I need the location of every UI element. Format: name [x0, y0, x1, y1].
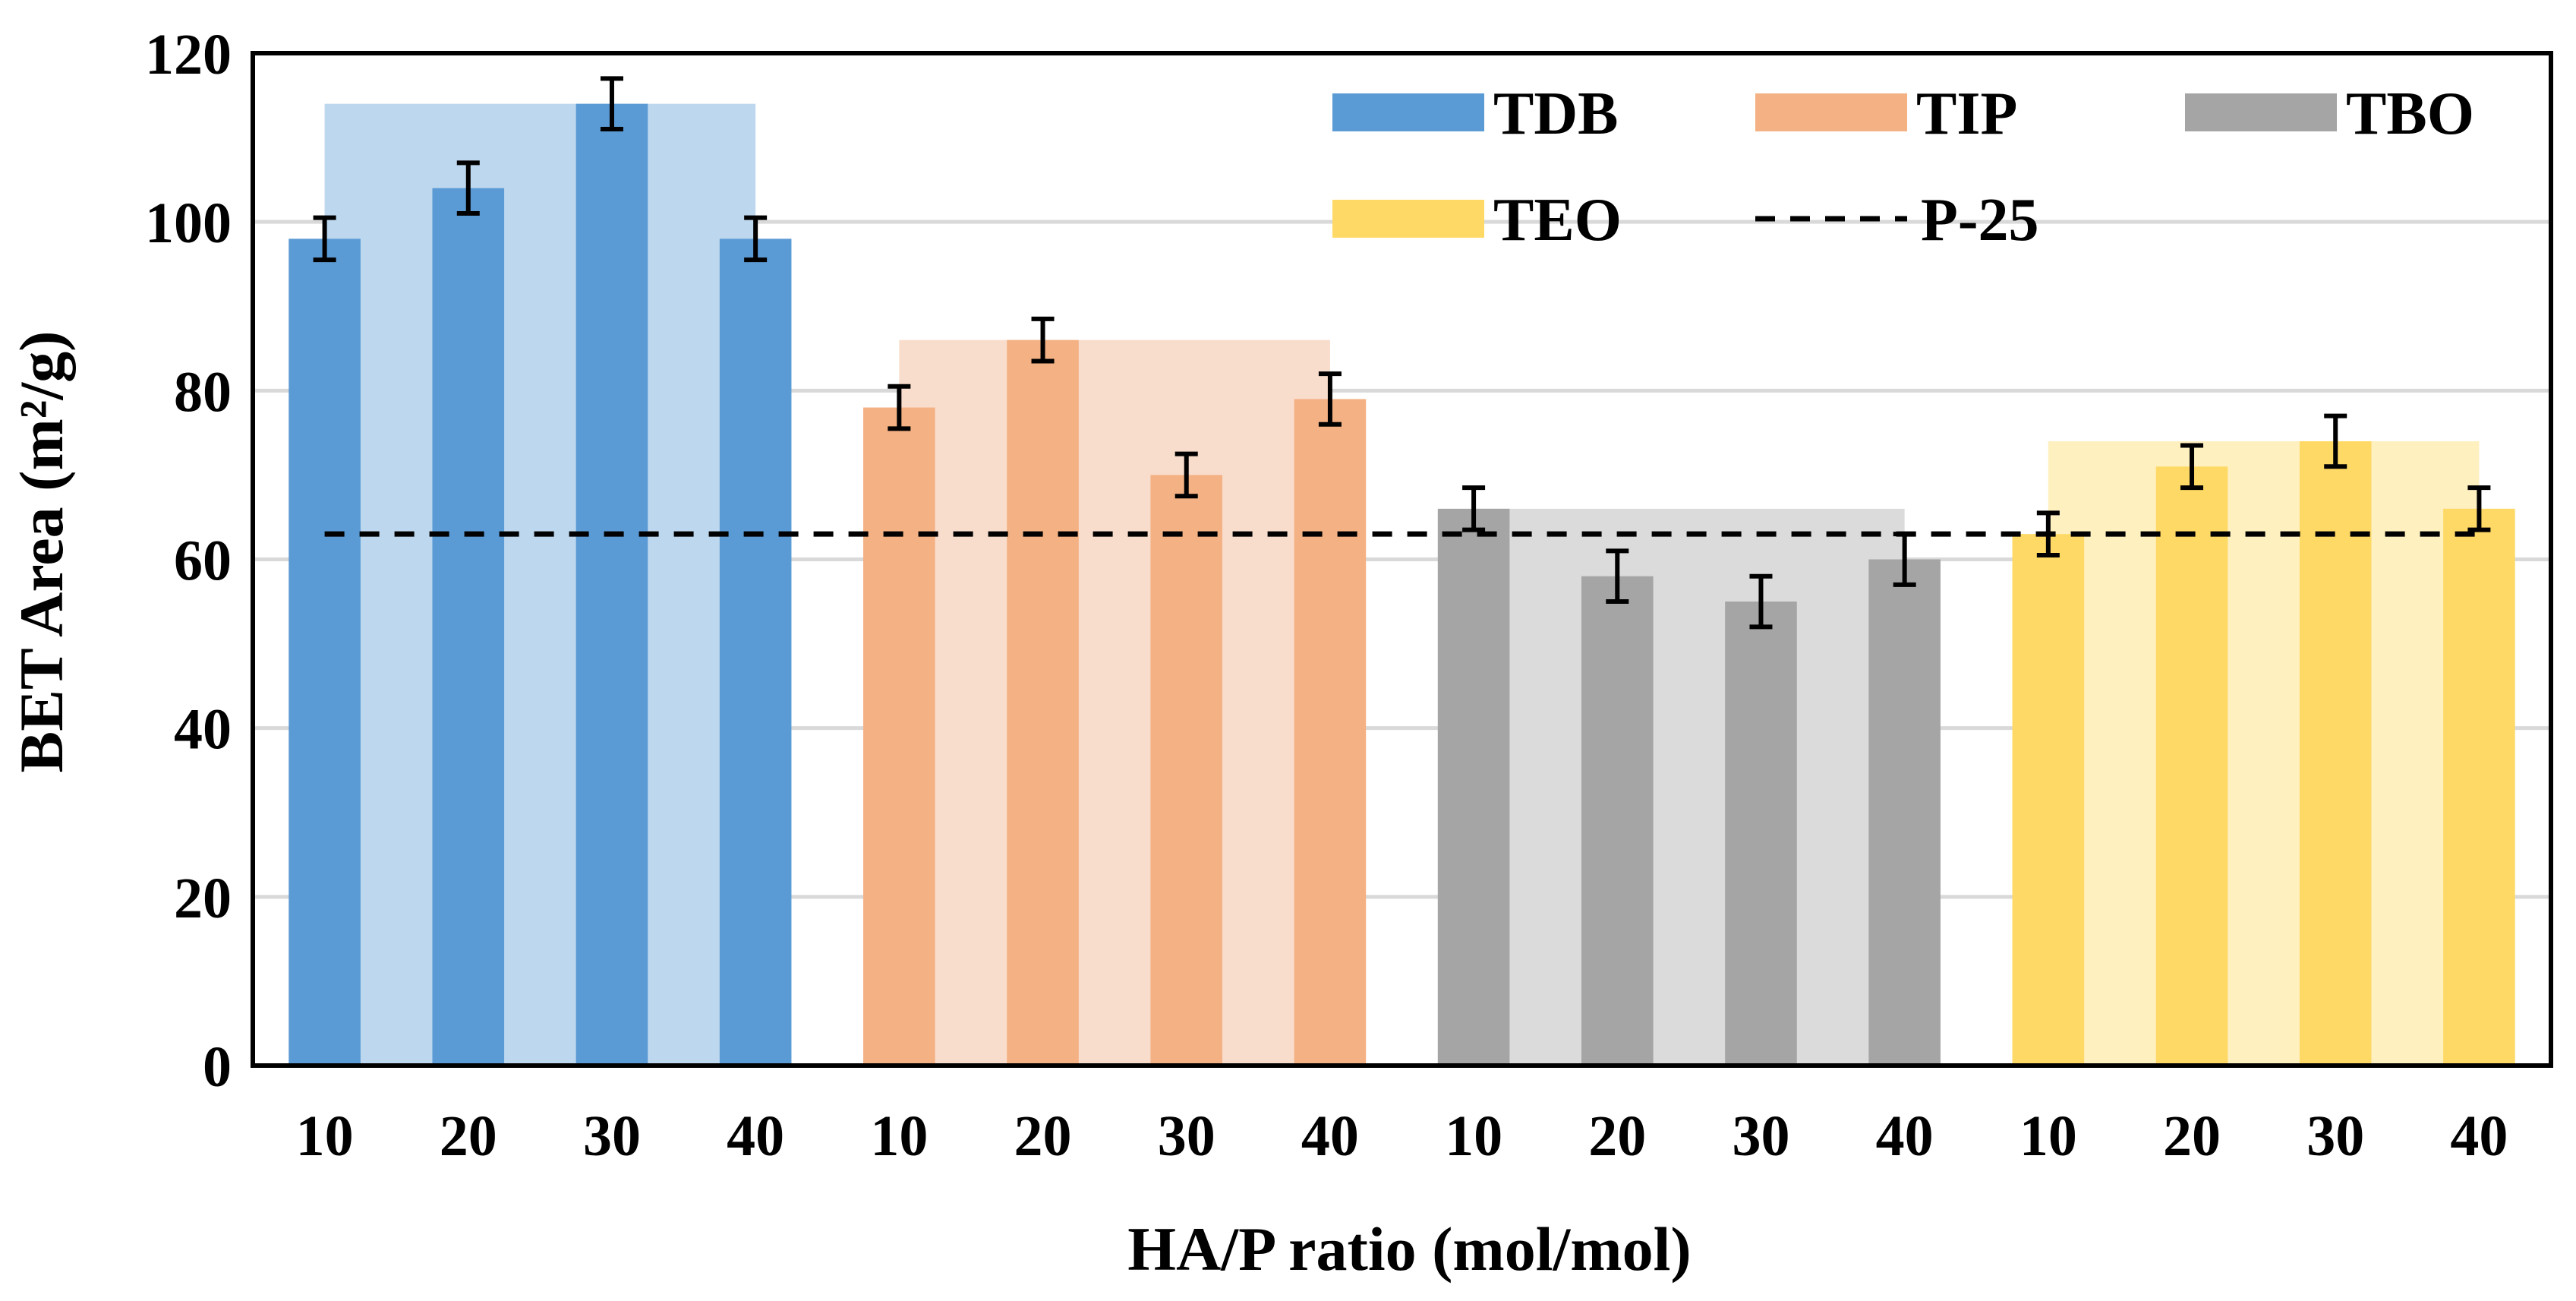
bar-tip-30	[1150, 475, 1223, 1066]
legend-label-p25: P-25	[1921, 187, 2039, 254]
legend-label-teo: TEO	[1493, 187, 1622, 254]
error-bar-tbo-20	[1606, 548, 1629, 605]
legend-swatch-tip	[1755, 93, 1907, 131]
bar-tdb-40	[719, 238, 792, 1066]
legend-label-tip: TIP	[1916, 81, 2017, 147]
legend-swatch-teo	[1332, 200, 1484, 238]
x-tick-label-tip-10: 10	[870, 1104, 928, 1168]
bar-tbo-40	[1868, 559, 1941, 1066]
y-tick-label-60: 60	[174, 529, 232, 593]
x-tick-label-tip-30: 30	[1158, 1104, 1215, 1168]
group-shade-teo	[2048, 441, 2480, 1066]
x-tick-label-tip-40: 40	[1301, 1104, 1359, 1168]
bar-tbo-30	[1725, 602, 1797, 1066]
legend-label-tdb: TDB	[1493, 81, 1619, 147]
x-tick-label-tdb-30: 30	[583, 1104, 641, 1168]
group-shade-tbo	[1474, 508, 1905, 1066]
bar-tip-40	[1294, 399, 1367, 1066]
error-bar-teo-20	[2180, 443, 2204, 491]
x-tick-label-tbo-20: 20	[1588, 1104, 1646, 1168]
legend-swatch-tbo	[2185, 93, 2337, 131]
y-axis-title: BET Area (m²/g)	[7, 331, 76, 773]
error-bar-tdb-40	[744, 215, 768, 263]
plot-frame	[251, 51, 2553, 1068]
y-tick-label-20: 20	[174, 867, 232, 930]
x-tick-label-tip-20: 20	[1014, 1104, 1072, 1168]
bar-tdb-30	[575, 103, 648, 1066]
error-bar-teo-40	[2467, 485, 2491, 532]
bar-tip-10	[863, 407, 935, 1066]
error-bar-tbo-30	[1749, 573, 1773, 630]
x-tick-label-teo-20: 20	[2163, 1104, 2221, 1168]
legend-label-tbo: TBO	[2346, 81, 2474, 147]
x-tick-label-tbo-40: 40	[1876, 1104, 1934, 1168]
y-tick-label-80: 80	[174, 360, 232, 424]
bar-tdb-10	[288, 238, 361, 1066]
error-bar-tdb-10	[313, 215, 336, 263]
bar-tbo-10	[1437, 508, 1510, 1066]
bar-teo-20	[2155, 466, 2228, 1066]
x-tick-label-tbo-30: 30	[1732, 1104, 1789, 1168]
bar-tbo-20	[1581, 576, 1654, 1066]
x-tick-label-tdb-40: 40	[727, 1104, 784, 1168]
x-tick-label-teo-40: 40	[2450, 1104, 2508, 1168]
error-bar-teo-30	[2324, 413, 2347, 469]
bar-teo-30	[2299, 441, 2372, 1066]
error-bar-tip-30	[1174, 451, 1198, 499]
y-tick-label-100: 100	[145, 191, 232, 255]
x-tick-label-teo-30: 30	[2306, 1104, 2364, 1168]
y-tick-label-0: 0	[203, 1035, 232, 1099]
error-bar-tip-10	[888, 384, 911, 431]
group-shade-tip	[899, 339, 1330, 1066]
bar-tdb-20	[432, 188, 505, 1066]
bar-teo-10	[2012, 534, 2085, 1066]
error-bar-tbo-10	[1462, 485, 1486, 532]
x-tick-label-tdb-20: 20	[440, 1104, 497, 1168]
y-tick-label-120: 120	[145, 23, 232, 87]
error-bar-tip-20	[1031, 316, 1055, 364]
error-bar-tdb-20	[456, 160, 480, 216]
x-tick-label-tbo-10: 10	[1445, 1104, 1502, 1168]
x-axis-title: HA/P ratio (mol/mol)	[1127, 1214, 1691, 1284]
bar-teo-40	[2443, 508, 2515, 1066]
x-tick-label-teo-10: 10	[2019, 1104, 2077, 1168]
bar-tip-20	[1007, 339, 1079, 1066]
x-tick-label-tdb-10: 10	[296, 1104, 354, 1168]
legend-swatch-tdb	[1332, 93, 1484, 131]
y-tick-label-40: 40	[174, 698, 232, 762]
error-bar-tip-40	[1318, 371, 1342, 427]
group-shade-tdb	[324, 103, 756, 1066]
error-bar-tdb-30	[600, 76, 623, 131]
